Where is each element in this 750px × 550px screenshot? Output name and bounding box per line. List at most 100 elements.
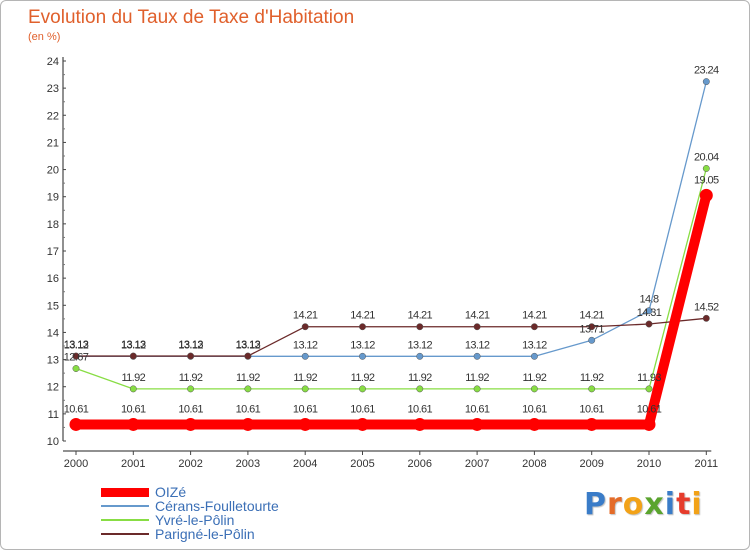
series-line-yvre-le-polin: [75, 167, 707, 390]
x-tick-label: 2010: [637, 458, 661, 470]
data-label-cerans-foulletourte: 13.12: [408, 339, 433, 351]
y-tick-label: 13: [47, 355, 59, 367]
data-label-oize: 10.61: [121, 403, 146, 415]
x-tick-label: 2005: [350, 458, 374, 470]
legend-label: Yvré-le-Pôlin: [155, 512, 235, 528]
x-tick-label: 2000: [64, 458, 88, 470]
data-label-parigne-le-polin: 13.13: [178, 339, 203, 351]
data-point-parigne-le-polin: [244, 352, 252, 360]
legend-item-oize: OIZé: [101, 484, 279, 500]
data-point-yvre-le-polin: [702, 165, 710, 172]
x-tick-label: 2011: [694, 458, 718, 470]
logo-letter: t: [676, 487, 692, 522]
data-point-yvre-le-polin: [301, 385, 309, 393]
x-tick-label: 2003: [236, 458, 260, 470]
data-label-cerans-foulletourte: 13.12: [178, 339, 203, 351]
data-label-oize: 10.61: [64, 403, 89, 415]
logo-letter: P: [584, 487, 607, 522]
data-label-oize: 10.61: [293, 403, 318, 415]
data-label-cerans-foulletourte: 14.8: [639, 294, 658, 306]
data-point-parigne-le-polin: [301, 323, 309, 331]
data-label-parigne-le-polin: 14.21: [579, 310, 604, 322]
chart-legend: OIZé Cérans-Foulletourte Yvré-le-Pôlin Pari…: [101, 484, 279, 542]
legend-label: Parigné-le-Pôlin: [155, 526, 255, 542]
data-point-yvre-le-polin: [416, 385, 424, 393]
data-label-oize: 10.61: [350, 403, 375, 415]
x-tick-label: 2007: [465, 458, 489, 470]
legend-swatch: [101, 533, 149, 535]
data-point-cerans-foulletourte: [530, 352, 538, 360]
x-tick-label: 2001: [121, 458, 145, 470]
logo-letter: r: [607, 487, 623, 522]
legend-label: OIZé: [155, 484, 187, 500]
data-point-yvre-le-polin: [187, 385, 195, 393]
data-label-yvre-le-polin: 11.92: [351, 372, 375, 384]
legend-item-cerans-foulletourte: Cérans-Foulletourte: [101, 498, 279, 514]
data-point-parigne-le-polin: [416, 323, 424, 331]
data-label-oize: 10.61: [408, 403, 433, 415]
y-tick-label: 12: [47, 382, 59, 394]
data-point-parigne-le-polin: [72, 352, 80, 360]
data-label-yvre-le-polin: 11.92: [580, 372, 604, 384]
data-label-parigne-le-polin: 14.21: [293, 310, 318, 322]
legend-swatch: [101, 487, 149, 497]
data-label-parigne-le-polin: 14.21: [408, 310, 433, 322]
data-label-yvre-le-polin: 11.92: [293, 372, 317, 384]
data-point-parigne-le-polin: [129, 352, 137, 360]
data-point-oize: [69, 417, 83, 431]
data-point-oize: [413, 417, 427, 431]
data-point-yvre-le-polin: [244, 385, 252, 393]
data-point-parigne-le-polin: [359, 323, 366, 331]
data-label-cerans-foulletourte: 13.12: [121, 339, 146, 351]
legend-item-parigne-le-polin: Parigné-le-Pôlin: [101, 526, 279, 542]
data-point-yvre-le-polin: [588, 385, 596, 393]
logo-letter: i: [691, 487, 703, 522]
data-label-cerans-foulletourte: 13.12: [465, 339, 490, 351]
logo-letter: i: [664, 487, 677, 522]
data-point-cerans-foulletourte: [416, 352, 424, 360]
data-point-parigne-le-polin: [473, 323, 481, 331]
y-tick-label: 20: [47, 165, 59, 177]
data-point-cerans-foulletourte: [359, 352, 366, 360]
proxiti-logo: Proxiti: [584, 487, 703, 522]
logo-letter: o: [622, 487, 645, 522]
data-point-cerans-foulletourte: [301, 352, 309, 360]
data-label-cerans-foulletourte: 13.71: [579, 323, 604, 335]
data-label-yvre-le-polin: 20.04: [694, 151, 719, 163]
data-point-oize: [184, 417, 198, 431]
data-point-yvre-le-polin: [129, 385, 137, 393]
y-tick-label: 24: [47, 56, 59, 68]
data-point-oize: [126, 417, 140, 431]
data-label-parigne-le-polin: 14.52: [694, 301, 719, 313]
chart-unit-label: (en %): [28, 31, 61, 43]
data-label-cerans-foulletourte: 13.12: [64, 339, 89, 351]
y-tick-label: 19: [47, 192, 59, 204]
data-label-parigne-le-polin: 14.21: [350, 310, 375, 322]
series-line-cerans-foulletourte: [75, 80, 707, 357]
data-point-cerans-foulletourte: [645, 307, 653, 315]
data-point-yvre-le-polin: [530, 385, 538, 393]
data-label-oize: 10.61: [579, 403, 604, 415]
y-tick-label: 16: [47, 273, 59, 285]
data-label-oize: 10.61: [637, 403, 662, 415]
data-point-yvre-le-polin: [359, 385, 366, 393]
chart-title: Evolution du Taux de Taxe d'Habitation: [28, 7, 355, 28]
data-label-oize: 10.61: [236, 403, 261, 415]
y-tick-label: 14: [47, 327, 59, 339]
data-point-cerans-foulletourte: [473, 352, 481, 360]
data-label-oize: 19.05: [694, 174, 719, 186]
y-tick-label: 17: [47, 246, 59, 258]
y-tick-label: 11: [48, 409, 59, 421]
data-label-oize: 10.61: [522, 403, 547, 415]
data-label-parigne-le-polin: 14.21: [465, 310, 490, 322]
x-tick-label: 2002: [178, 458, 202, 470]
data-point-oize: [241, 417, 255, 431]
data-point-oize: [470, 417, 484, 431]
data-label-yvre-le-polin: 11.92: [121, 372, 145, 384]
data-label-cerans-foulletourte: 13.12: [236, 339, 261, 351]
data-label-cerans-foulletourte: 13.12: [350, 339, 375, 351]
data-label-yvre-le-polin: 11.92: [408, 372, 432, 384]
data-point-parigne-le-polin: [645, 320, 653, 328]
